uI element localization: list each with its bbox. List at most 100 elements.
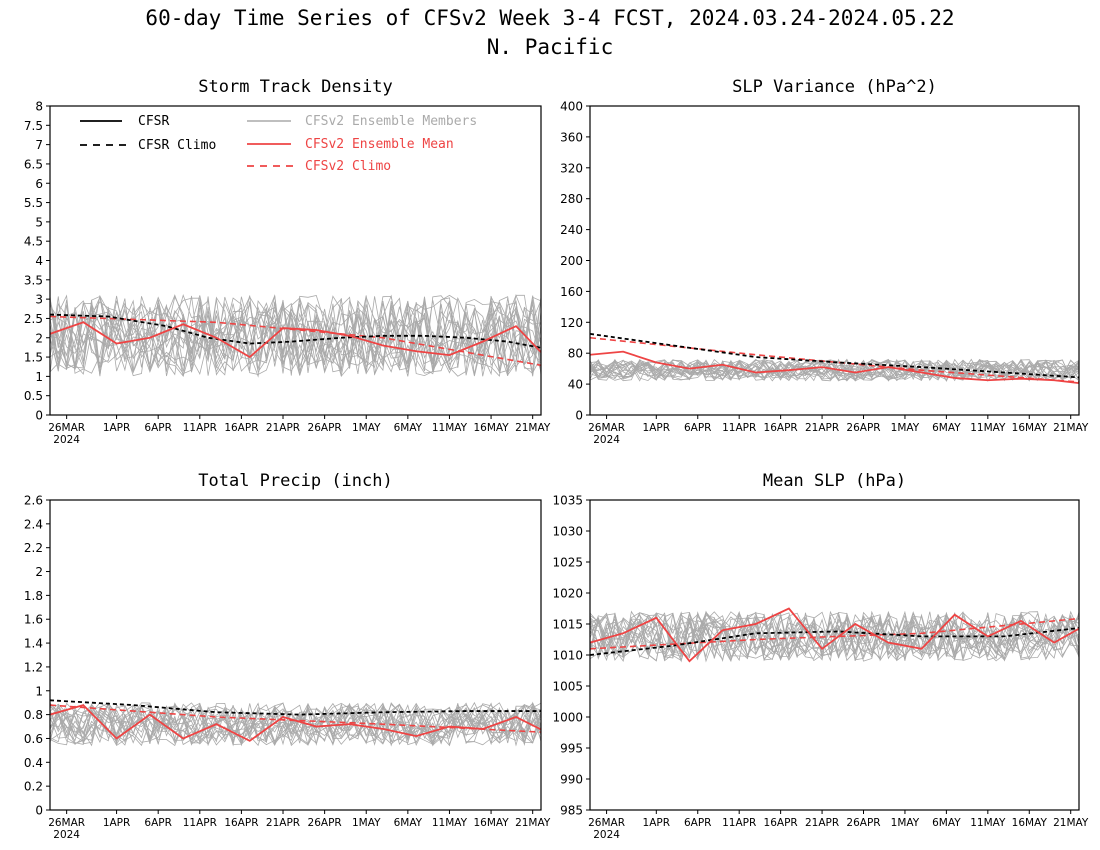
y-tick-label: 160 xyxy=(560,285,583,299)
plot-area xyxy=(590,607,1079,663)
x-tick-label: 11APR xyxy=(183,422,217,434)
y-tick-label: 0 xyxy=(575,409,583,423)
cfsv2-climo-line xyxy=(50,704,541,733)
x-tick-label: 1APR xyxy=(103,817,131,829)
ensemble-member-line xyxy=(50,295,541,377)
x-tick-label: 6MAY xyxy=(394,817,423,829)
ensemble-member-line xyxy=(50,293,541,377)
y-tick-label: 4 xyxy=(35,254,43,268)
x-tick-label: 11MAY xyxy=(970,422,1006,434)
x-tick-label: 26MAR xyxy=(48,817,85,829)
y-tick-label: 0 xyxy=(35,409,43,423)
cfsr-climo-line xyxy=(590,332,1079,379)
x-year-label: 2024 xyxy=(53,434,80,446)
y-tick-label: 1.4 xyxy=(24,637,43,651)
x-tick-label: 21MAY xyxy=(1053,817,1089,829)
y-tick-label: 985 xyxy=(560,804,583,818)
panel-4: Mean SLP (hPa) 985 990 995 1000 1005 1010 1015 1… xyxy=(552,471,1088,841)
y-tick-label: 4.5 xyxy=(24,235,43,249)
ensemble-member-line xyxy=(590,358,1079,381)
panel-2: SLP Variance (hPa^2) 0 40 80 120 160 200 240 280… xyxy=(560,77,1089,446)
cfsv2-climo-line xyxy=(590,617,1079,650)
ensemble-mean-line xyxy=(50,321,541,359)
x-tick-label: 21APR xyxy=(805,422,839,434)
x-tick-label: 11APR xyxy=(722,817,756,829)
x-tick-label: 1MAY xyxy=(891,817,920,829)
x-tick-label: 16APR xyxy=(224,817,258,829)
y-tick-label: 0.8 xyxy=(24,708,43,722)
y-tick-label: 1 xyxy=(35,370,43,384)
ensemble-member-line xyxy=(590,359,1079,381)
cfsr-climo-line xyxy=(50,699,541,716)
ensemble-member-line xyxy=(590,610,1079,662)
x-tick-label: 1APR xyxy=(643,817,671,829)
y-tick-label: 1035 xyxy=(552,494,583,508)
ensemble-member-line xyxy=(50,294,541,376)
ensemble-member-line xyxy=(590,358,1079,382)
y-tick-label: 120 xyxy=(560,316,583,330)
x-tick-label: 16MAY xyxy=(473,422,509,434)
cfsv2-climo-line xyxy=(590,336,1079,383)
x-tick-label: 21APR xyxy=(266,422,300,434)
x-tick-label: 16APR xyxy=(764,817,798,829)
y-tick-label: 2 xyxy=(35,331,43,345)
x-tick-label: 26APR xyxy=(308,422,342,434)
y-tick-label: 0.6 xyxy=(24,732,43,746)
y-tick-label: 360 xyxy=(560,130,583,144)
y-tick-label: 0 xyxy=(35,804,43,818)
cfsr-climo-line xyxy=(50,313,541,349)
panel-title: Storm Track Density xyxy=(198,77,392,97)
x-tick-label: 16APR xyxy=(764,422,798,434)
ensemble-member-line xyxy=(50,294,541,377)
panel-1: Storm Track Density 0 0.5 1 1.5 2 2.5 3 3.5 4 4.5 5… xyxy=(24,77,551,446)
y-tick-label: 1020 xyxy=(552,587,583,601)
x-tick-label: 26APR xyxy=(846,817,880,829)
ensemble-member-line xyxy=(590,611,1079,661)
panel-title: Total Precip (inch) xyxy=(198,471,392,491)
x-tick-label: 11APR xyxy=(722,422,756,434)
y-tick-label: 1.8 xyxy=(24,589,43,603)
y-tick-label: 2.6 xyxy=(24,494,43,508)
y-tick-label: 2.4 xyxy=(24,517,43,531)
y-tick-label: 1005 xyxy=(552,680,583,694)
x-tick-label: 6APR xyxy=(144,422,172,434)
x-tick-label: 6APR xyxy=(684,422,712,434)
y-tick-label: 0.2 xyxy=(24,780,43,794)
plot-area xyxy=(50,699,541,747)
y-tick-label: 200 xyxy=(560,254,583,268)
x-year-label: 2024 xyxy=(53,829,80,841)
y-tick-label: 40 xyxy=(568,378,583,392)
y-tick-label: 3 xyxy=(35,293,43,307)
x-tick-label: 11MAY xyxy=(432,817,468,829)
region-title: N. Pacific xyxy=(486,35,614,59)
x-tick-label: 26MAR xyxy=(588,422,625,434)
cfsr-climo-line xyxy=(590,627,1079,656)
y-tick-label: 240 xyxy=(560,223,583,237)
ensemble-member-line xyxy=(50,295,541,378)
y-tick-label: 6 xyxy=(35,177,43,191)
ensemble-mean-line xyxy=(590,350,1079,385)
main-title: 60-day Time Series of CFSv2 Week 3-4 FCS… xyxy=(145,6,955,30)
panel-3: Total Precip (inch) 0 0.2 0.4 0.6 0.8 1 1.2 1.4 1… xyxy=(24,471,551,841)
y-tick-label: 7.5 xyxy=(24,119,43,133)
y-tick-label: 1 xyxy=(35,684,43,698)
x-tick-label: 6MAY xyxy=(932,817,961,829)
x-tick-label: 1APR xyxy=(643,422,671,434)
x-tick-label: 1MAY xyxy=(891,422,920,434)
y-tick-label: 990 xyxy=(560,773,583,787)
panel-frame xyxy=(589,499,1080,811)
x-tick-label: 16APR xyxy=(224,422,258,434)
y-tick-label: 5.5 xyxy=(24,196,43,210)
ensemble-member-line xyxy=(50,701,541,747)
plot-area xyxy=(590,332,1079,385)
x-tick-label: 16MAY xyxy=(1012,817,1048,829)
ensemble-member-line xyxy=(50,297,541,376)
ensemble-member-line xyxy=(50,702,541,746)
y-tick-label: 0.4 xyxy=(24,756,43,770)
x-tick-label: 21APR xyxy=(805,817,839,829)
y-tick-label: 0.5 xyxy=(24,389,43,403)
y-tick-label: 2.5 xyxy=(24,312,43,326)
x-tick-label: 6MAY xyxy=(394,422,423,434)
x-tick-label: 26APR xyxy=(308,817,342,829)
legend-cfsv2-climo-label: CFSv2 Climo xyxy=(305,159,391,174)
